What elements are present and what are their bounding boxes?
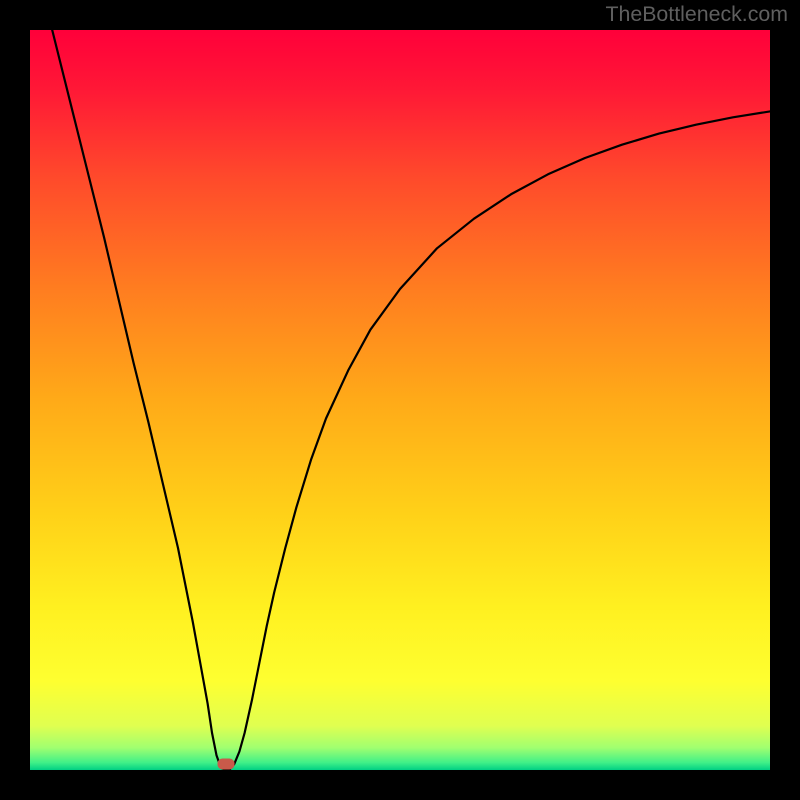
- minimum-marker: [218, 759, 235, 770]
- curve-layer: [30, 30, 770, 770]
- figure-root: TheBottleneck.com: [0, 0, 800, 800]
- plot-area: [30, 30, 770, 770]
- bottleneck-curve: [52, 30, 770, 770]
- attribution-text: TheBottleneck.com: [605, 2, 788, 27]
